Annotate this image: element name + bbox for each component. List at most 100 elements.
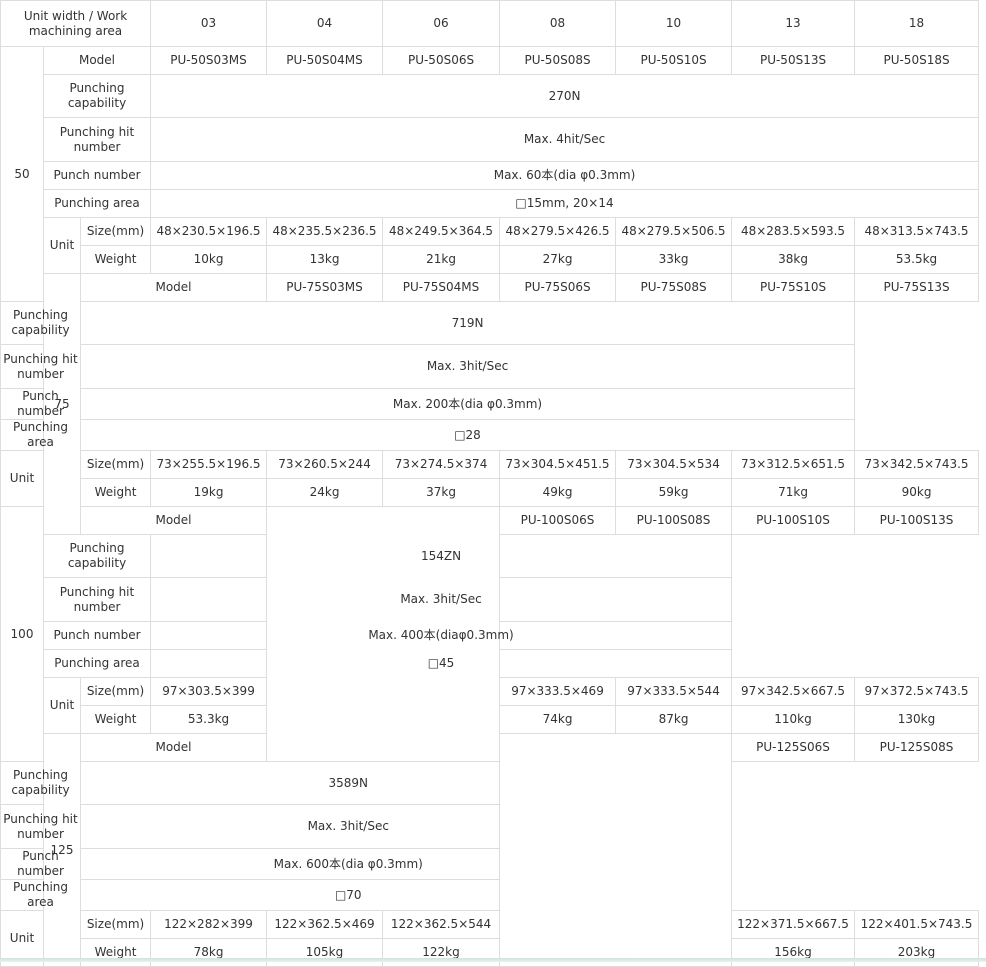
column-header: 06 (382, 0, 501, 47)
weight-cell: 87kg (615, 705, 733, 734)
size-cell: 48×235.5×236.5 (266, 217, 384, 246)
size-cell: 122×362.5×544 (382, 910, 501, 939)
row-label-capability: Punching capability (42, 74, 152, 118)
size-cell: 73×312.5×651.5 (731, 450, 856, 479)
table-row: Unit Size(mm) 73×255.5×196.5 73×260.5×244 73… (0, 450, 980, 507)
punch-number-value: Max. 200本(dia φ0.3mm) (79, 388, 856, 420)
row-label-area: Punching area (0, 419, 81, 451)
size-cell: 73×260.5×244 (266, 450, 384, 479)
weight-cell: 19kg (150, 478, 268, 507)
hit-value: Max. 4hit/Sec (150, 117, 980, 162)
weight-cell: 59kg (615, 478, 733, 507)
size-cell: 97×333.5×544 (615, 677, 733, 706)
header-row: Unit width / Work machining area 03 04 0… (0, 0, 980, 47)
table-row: Punching capability 154ZN (1, 534, 979, 578)
size-cell: 97×333.5×469 (499, 677, 617, 706)
hit-value: Max. 3hit/Sec (79, 804, 617, 849)
bottom-divider (0, 958, 986, 962)
table-row: Punch number Max. 60本(dia φ0.3mm) (1, 161, 980, 190)
row-label-unit: Unit (43, 217, 81, 274)
weight-cell: 10kg (150, 245, 268, 274)
capability-value: 154ZN (150, 534, 733, 578)
hit-value: Max. 3hit/Sec (150, 577, 733, 622)
column-header: 04 (266, 0, 384, 47)
model-cell: PU-125S08S (854, 733, 980, 762)
size-cell: 122×282×399 (150, 910, 268, 939)
size-cell: 73×255.5×196.5 (150, 450, 268, 479)
punch-number-value: Max. 60本(dia φ0.3mm) (150, 161, 980, 190)
table-row: Unit Size(mm) 97×303.5×399 97×333.5×469 97×3… (1, 677, 980, 734)
size-cell: 73×304.5×451.5 (499, 450, 617, 479)
size-cell: 97×342.5×667.5 (731, 677, 856, 706)
row-label-model: Model (79, 273, 268, 302)
row-label-hit: Punching hit number (42, 577, 152, 622)
row-label-hit: Punching hit number (0, 804, 81, 849)
row-label-unit: Unit (0, 450, 44, 507)
capability-value: 270N (150, 74, 980, 118)
weight-cell: 27kg (499, 245, 617, 274)
table-row: Punching hit number Max. 3hit/Sec (1, 577, 979, 622)
table-row: Unit Size(mm) 122×282×399 122×362.5×469 122×… (0, 910, 980, 967)
table-row: Punch number Max. 200本(dia φ0.3mm) (0, 388, 979, 420)
weight-cell: 130kg (854, 705, 980, 734)
table-row: Punching area □70 (0, 879, 979, 911)
weight-cell: 21kg (382, 245, 501, 274)
size-cell: 73×304.5×534 (615, 450, 733, 479)
model-cell: PU-75S13S (854, 273, 980, 302)
row-label-weight: Weight (79, 705, 152, 734)
table-row: Punching area □28 (0, 419, 979, 451)
row-label-punch-number: Punch number (42, 161, 152, 190)
row-label-punch-number: Punch number (0, 848, 81, 880)
size-cell: 122×371.5×667.5 (731, 910, 856, 939)
area-value: □28 (79, 419, 856, 451)
row-label-size: Size(mm) (79, 450, 152, 479)
size-cell: 48×249.5×364.5 (382, 217, 501, 246)
column-header: 10 (615, 0, 733, 47)
weight-cell: 105kg (266, 938, 384, 967)
table-row: Punching capability 270N (1, 74, 980, 118)
table-row: Punching hit number Max. 3hit/Sec (0, 804, 979, 849)
table-row: Punch number Max. 600本(dia φ0.3mm) (0, 848, 979, 880)
table-row: Punching area □45 (1, 649, 979, 678)
weight-cell: 90kg (854, 478, 980, 507)
table-row: Weight 53.3kg 74kg 87kg 110kg 130kg (1, 705, 980, 734)
capability-value: 719N (79, 301, 856, 345)
row-label-capability: Punching capability (0, 761, 81, 805)
row-label-weight: Weight (79, 478, 152, 507)
weight-cell: 49kg (499, 478, 617, 507)
weight-cell: 110kg (731, 705, 856, 734)
weight-cell: 156kg (731, 938, 856, 967)
model-cell: PU-50S03MS (150, 46, 268, 75)
capability-value: 3589N (79, 761, 617, 805)
size-cell: 73×274.5×374 (382, 450, 501, 479)
model-cell: PU-50S13S (731, 46, 856, 75)
area-value: □70 (79, 879, 617, 911)
size-cell: 97×303.5×399 (150, 677, 268, 706)
size-cell: 48×283.5×593.5 (731, 217, 856, 246)
model-cell: PU-75S10S (731, 273, 856, 302)
weight-cell: 78kg (150, 938, 268, 967)
table-row: Punch number Max. 400本(diaφ0.3mm) (1, 621, 979, 650)
row-label-hit: Punching hit number (0, 344, 81, 389)
area-value: □45 (150, 649, 733, 678)
size-cell: 97×372.5×743.5 (854, 677, 980, 706)
weight-cell: 122kg (382, 938, 501, 967)
size-cell: 122×362.5×469 (266, 910, 384, 939)
table-row: Punching capability 3589N (0, 761, 979, 805)
unit-width-label: 50 (0, 46, 44, 302)
row-label-size: Size(mm) (79, 677, 152, 706)
table-row: 50 Model PU-50S03MS PU-50S04MS PU-50S06S PU-5… (0, 46, 980, 302)
size-cell: 73×342.5×743.5 (854, 450, 980, 479)
weight-cell: 71kg (731, 478, 856, 507)
weight-cell: 53.3kg (150, 705, 268, 734)
row-label-size: Size(mm) (79, 217, 152, 246)
column-header: 03 (150, 0, 268, 47)
table-row: Punching area □15mm, 20×14 (1, 189, 980, 218)
row-label-model: Model (79, 506, 268, 535)
row-label-model: Model (79, 733, 268, 762)
weight-cell: 53.5kg (854, 245, 980, 274)
row-label-hit: Punching hit number (42, 117, 152, 162)
size-cell: 48×230.5×196.5 (150, 217, 268, 246)
model-cell: PU-100S08S (615, 506, 733, 535)
model-cell: PU-75S03MS (266, 273, 384, 302)
